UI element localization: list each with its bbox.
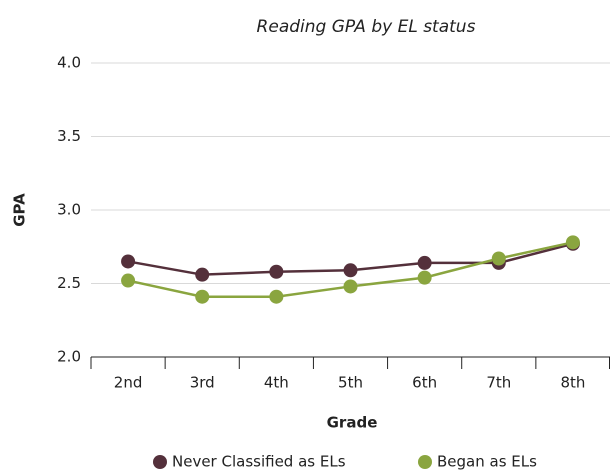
data-point [565,235,580,250]
x-tick-label: 5th [338,374,363,392]
x-tick-label: 7th [486,374,511,392]
data-point [269,264,284,279]
legend-label: Began as ELs [437,453,537,471]
x-tick-label: 4th [264,374,289,392]
chart-title: Reading GPA by EL status [257,17,476,37]
y-tick-label: 3.5 [57,127,81,145]
legend-label: Never Classified as ELs [172,453,346,471]
data-point [121,273,136,288]
x-tick-label: 8th [560,374,585,392]
data-point [195,289,210,304]
legend-marker [153,455,167,469]
x-tick-label: 2nd [114,374,143,392]
y-tick-label: 2.5 [57,274,81,292]
data-point [491,251,506,266]
x-tick-label: 6th [412,374,437,392]
legend-marker [418,455,432,469]
y-axis-label: GPA [11,193,29,227]
data-point [343,279,358,294]
data-point [343,263,358,278]
data-point [121,254,136,269]
x-axis-label: Grade [327,414,378,432]
y-tick-label: 4.0 [57,54,81,72]
y-tick-label: 3.0 [57,201,81,219]
y-tick-label: 2.0 [57,348,81,366]
data-point [269,289,284,304]
x-tick-label: 3rd [190,374,215,392]
data-point [417,270,432,285]
data-point [417,255,432,270]
data-point [195,267,210,282]
